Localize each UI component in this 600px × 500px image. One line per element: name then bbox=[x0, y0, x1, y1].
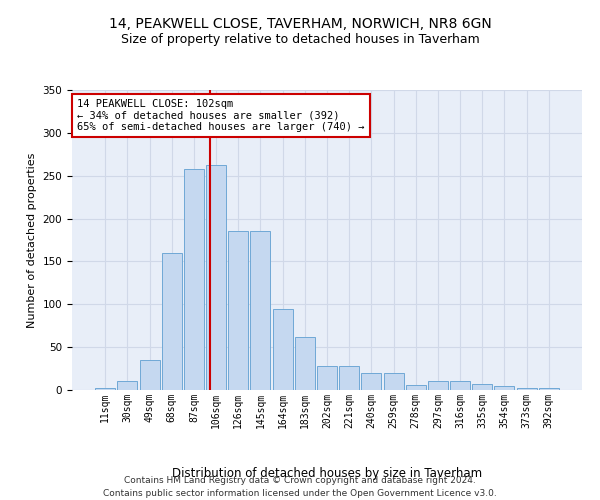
Bar bbox=[517, 388, 536, 390]
Text: 14 PEAKWELL CLOSE: 102sqm
← 34% of detached houses are smaller (392)
65% of semi: 14 PEAKWELL CLOSE: 102sqm ← 34% of detac… bbox=[77, 99, 365, 132]
Bar bbox=[118, 382, 137, 390]
Bar bbox=[361, 373, 382, 390]
Bar bbox=[250, 232, 271, 390]
Bar bbox=[494, 386, 514, 390]
Bar bbox=[450, 382, 470, 390]
Text: Contains HM Land Registry data © Crown copyright and database right 2024.
Contai: Contains HM Land Registry data © Crown c… bbox=[103, 476, 497, 498]
Bar bbox=[472, 384, 492, 390]
Bar bbox=[339, 366, 359, 390]
Bar bbox=[272, 308, 293, 390]
Bar bbox=[184, 169, 204, 390]
Bar bbox=[206, 164, 226, 390]
Bar bbox=[406, 385, 426, 390]
Text: Size of property relative to detached houses in Taverham: Size of property relative to detached ho… bbox=[121, 32, 479, 46]
Bar bbox=[140, 360, 160, 390]
Bar bbox=[162, 253, 182, 390]
Y-axis label: Number of detached properties: Number of detached properties bbox=[27, 152, 37, 328]
Bar bbox=[383, 373, 404, 390]
Bar bbox=[228, 232, 248, 390]
Bar bbox=[317, 366, 337, 390]
Bar bbox=[95, 388, 115, 390]
Bar bbox=[295, 337, 315, 390]
Text: 14, PEAKWELL CLOSE, TAVERHAM, NORWICH, NR8 6GN: 14, PEAKWELL CLOSE, TAVERHAM, NORWICH, N… bbox=[109, 18, 491, 32]
Bar bbox=[539, 388, 559, 390]
Bar bbox=[428, 382, 448, 390]
X-axis label: Distribution of detached houses by size in Taverham: Distribution of detached houses by size … bbox=[172, 467, 482, 480]
